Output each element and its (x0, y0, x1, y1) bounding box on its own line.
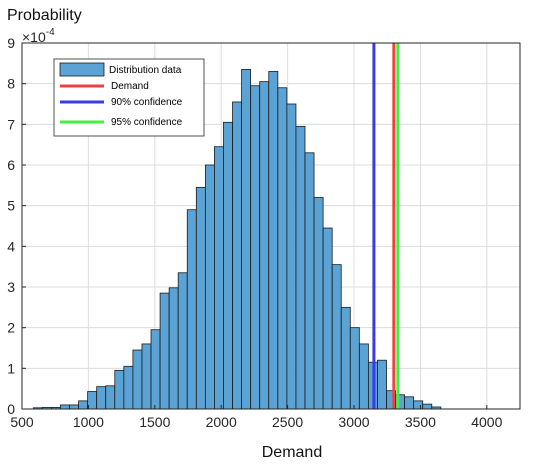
x-tick-label: 1500 (139, 414, 170, 430)
histogram-bar (413, 400, 424, 410)
histogram-bar (123, 365, 134, 410)
histogram-bar (186, 209, 197, 410)
histogram-bar (60, 404, 70, 410)
histogram-bar (223, 121, 233, 410)
y-tick-label: 9 (7, 35, 15, 51)
y-tick-label: 2 (7, 320, 15, 336)
histogram-bar (105, 385, 116, 410)
legend-label-95: 95% confidence (111, 117, 183, 128)
y-tick-label: 1 (7, 360, 15, 376)
histogram-bar (295, 125, 306, 410)
y-tick-label: 4 (7, 238, 15, 254)
y-axis-title: Probability (7, 7, 82, 24)
y-tick-label: 7 (7, 116, 15, 132)
legend: Distribution data Demand 90% confidence … (53, 58, 205, 137)
y-tick-label: 3 (7, 279, 15, 295)
histogram-bar (141, 343, 152, 410)
legend-label-distribution: Distribution data (109, 65, 182, 76)
histogram-bar (268, 71, 279, 410)
x-tick-label: 3000 (338, 414, 369, 430)
x-tick-label: 2500 (272, 414, 303, 430)
histogram-bar (214, 146, 224, 410)
histogram-bar (204, 164, 215, 410)
histogram-bar (241, 69, 252, 410)
histogram-bar (232, 101, 242, 410)
y-tick-label: 8 (7, 76, 15, 92)
x-axis-title: Demand (262, 444, 322, 461)
histogram-bar (132, 349, 143, 410)
histogram-bar (259, 81, 270, 410)
histogram-bar (404, 396, 415, 410)
histogram-bar (331, 264, 342, 410)
histogram-bar (159, 292, 170, 410)
histogram-bar (277, 87, 288, 410)
histogram-bar (87, 391, 98, 410)
histogram-bar (358, 343, 369, 410)
y-tick-label: 5 (7, 198, 15, 214)
reference-lines (372, 43, 400, 409)
histogram-bar (78, 400, 89, 410)
x-tick-label: 1000 (73, 414, 104, 430)
legend-label-demand: Demand (111, 81, 149, 92)
x-tick-labels: 500 1000 1500 2000 2500 3000 3500 4000 (10, 405, 503, 430)
y-tick-label: 6 (7, 157, 15, 173)
histogram-bar (177, 272, 188, 410)
histogram-bar (69, 404, 79, 410)
y-tick-label: 0 (7, 401, 15, 417)
histogram-bar (286, 103, 297, 410)
histogram-bar (168, 287, 179, 410)
histogram-bar (195, 186, 206, 410)
histogram-bar (377, 359, 387, 410)
plot-frame (21, 42, 521, 410)
histogram-bar (322, 227, 333, 410)
histogram-bar (304, 152, 315, 410)
histogram-bar (114, 369, 125, 410)
y-tick-labels: 0 1 2 3 4 5 6 7 8 9 (7, 35, 26, 417)
histogram-bar (340, 306, 351, 410)
histogram-bar (150, 329, 161, 410)
y-exponent: ×10-4 (22, 27, 55, 45)
histogram-bar (96, 386, 107, 410)
x-tick-label: 3500 (405, 414, 436, 430)
histogram-bar (250, 85, 261, 410)
histogram-bar (313, 197, 324, 410)
histogram-bar (422, 403, 433, 410)
x-tick-label: 4000 (471, 414, 502, 430)
x-tick-label: 2000 (206, 414, 237, 430)
histogram-bar (349, 327, 360, 410)
legend-swatch-distribution (59, 62, 105, 77)
legend-label-90: 90% confidence (111, 97, 183, 108)
x-tick-label: 500 (10, 414, 34, 430)
